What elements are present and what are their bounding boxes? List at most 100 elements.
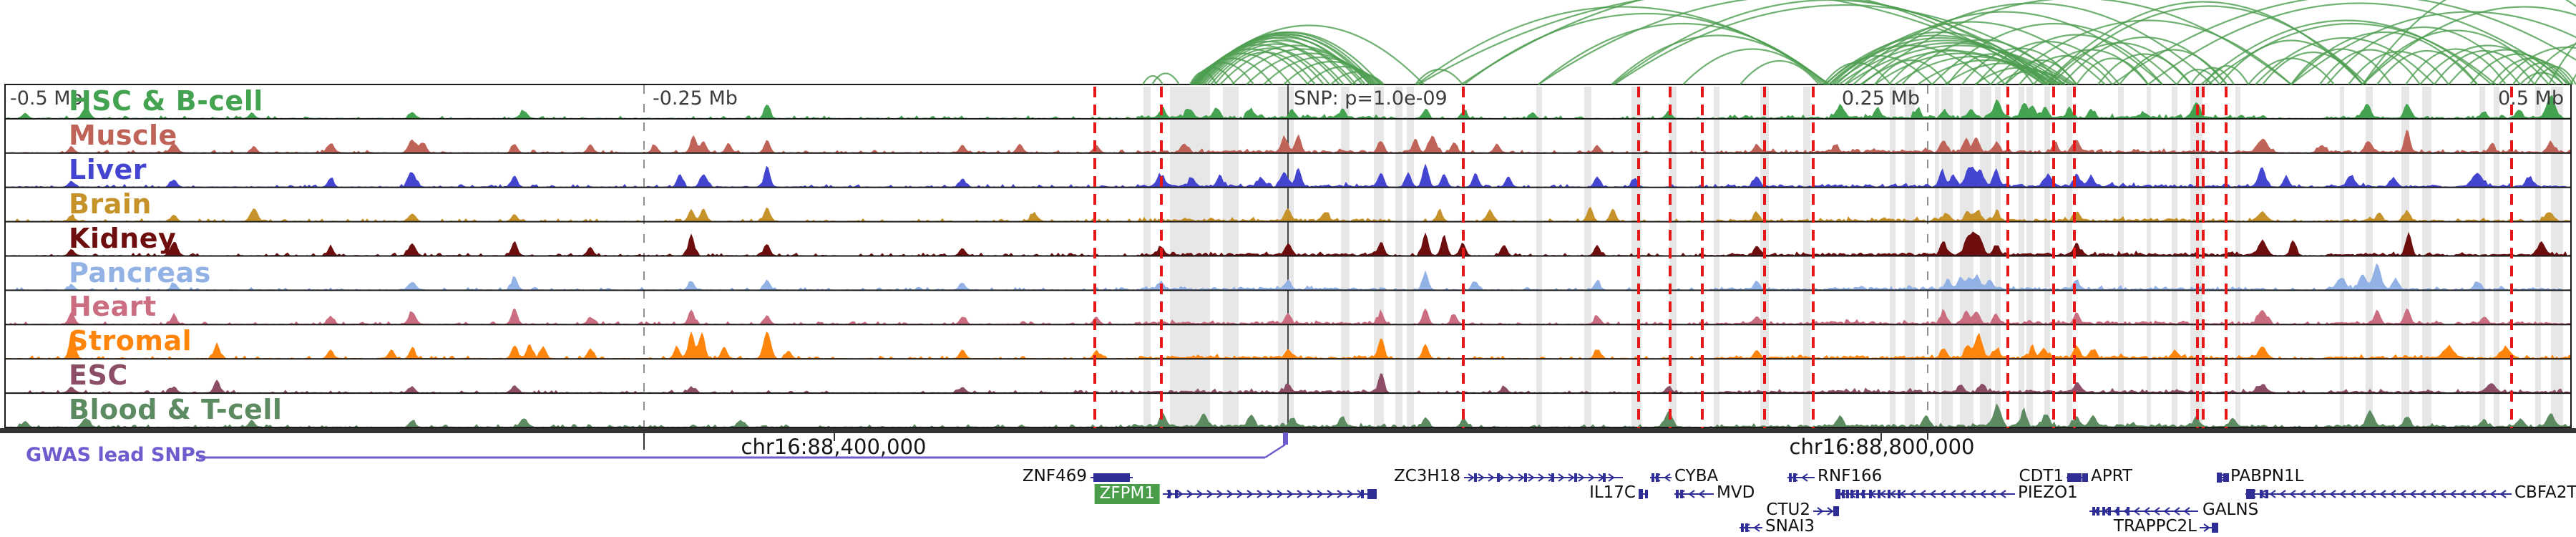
gene-galns-exon xyxy=(2117,507,2119,516)
gene-galns-exon xyxy=(2097,507,2099,516)
interaction-arc xyxy=(2255,37,2435,85)
gene-mvd-strand-arrow xyxy=(1698,490,1705,498)
gene-galns-strand-arrow xyxy=(2163,507,2170,516)
gene-zc3h18-strand-arrow xyxy=(1488,473,1495,482)
interaction-arc xyxy=(2498,46,2576,85)
gene-zfpm1-strand-arrow xyxy=(1307,490,1314,498)
gene-piezo1-strand-arrow xyxy=(1999,490,2006,498)
gene-zc3h18-strand-arrow xyxy=(1568,473,1575,482)
plot-border-right xyxy=(2570,84,2572,428)
highlight-band xyxy=(1143,87,1151,428)
gene-cbfa2t3-strand-arrow xyxy=(2309,490,2316,498)
gene-cbfa2t3-strand-arrow xyxy=(2279,490,2286,498)
interaction-arc xyxy=(2362,29,2550,85)
axis-tick-label-plus-0-25mb: 0.25 Mb xyxy=(1841,87,1920,110)
gene-cbfa2t3-strand-arrow xyxy=(2429,490,2436,498)
gene-cbfa2t3-exon xyxy=(2265,490,2268,498)
gene-pabpn1l-exon-box xyxy=(2217,473,2222,483)
gene-galns-strand-arrow xyxy=(2183,507,2190,516)
interaction-arc xyxy=(1142,74,1163,85)
gene-zfpm1-strand-arrow xyxy=(1337,490,1344,498)
track-label-hsc-b-cell: HSC & B-cell xyxy=(69,85,263,117)
interaction-arc xyxy=(2262,52,2363,85)
gene-cbfa2t3-strand-arrow xyxy=(2289,490,2296,498)
gene-piezo1-strand-arrow xyxy=(1969,490,1976,498)
track-row-border xyxy=(4,221,2572,223)
interaction-arc xyxy=(1894,55,2053,85)
highlight-band xyxy=(2366,87,2373,428)
gene-label-piezo1: PIEZO1 xyxy=(2018,483,2078,502)
gene-trappc2l-strand-arrow xyxy=(2203,523,2210,532)
snp-pvalue-label: SNP: p=1.0e-09 xyxy=(1294,87,1448,110)
gene-cbfa2t3-strand-arrow xyxy=(2339,490,2346,498)
gene-il17c-exon xyxy=(1645,490,1648,498)
gene-aprt-exon xyxy=(2085,473,2088,482)
interaction-arc xyxy=(1204,39,1357,85)
signal-track-liver xyxy=(4,163,2572,188)
gene-cbfa2t3-strand-arrow xyxy=(2439,490,2446,498)
track-label-pancreas: Pancreas xyxy=(69,256,211,289)
gene-rnf166-line xyxy=(1787,477,1815,478)
gene-piezo1-line xyxy=(1835,493,2015,495)
highlight-band xyxy=(1935,87,1939,428)
gene-galns-strand-arrow xyxy=(2143,507,2150,516)
interaction-arc xyxy=(1845,44,2073,85)
gene-piezo1-exon xyxy=(1846,490,1849,498)
gene-zfpm1-strand-arrow xyxy=(1327,490,1334,498)
gene-zc3h18-strand-arrow xyxy=(1478,473,1485,482)
gene-galns-strand-arrow xyxy=(2133,507,2140,516)
interaction-arc xyxy=(2112,0,2576,85)
interaction-arc xyxy=(1460,0,2046,85)
gene-zc3h18-strand-arrow xyxy=(1538,473,1545,482)
interaction-arc xyxy=(2207,23,2497,85)
interaction-arc xyxy=(1740,60,1820,85)
highlight-band xyxy=(1890,87,1896,428)
gene-zfpm1-strand-arrow xyxy=(1347,490,1354,498)
gene-label-aprt: APRT xyxy=(2091,467,2132,485)
interaction-arc xyxy=(2097,53,2192,85)
gene-cbfa2t3-strand-arrow xyxy=(2489,490,2497,498)
gene-zfpm1-strand-arrow xyxy=(1257,490,1264,498)
gene-piezo1-strand-arrow xyxy=(1929,490,1936,498)
highlight-band xyxy=(2235,87,2240,428)
gene-label-trappc2l: TRAPPC2L xyxy=(2113,517,2197,536)
gene-snai3-exon xyxy=(1745,523,1748,532)
gene-zfpm1-strand-arrow xyxy=(1196,490,1204,498)
gene-zc3h18-exon xyxy=(1574,473,1577,482)
gene-cbfa2t3-strand-arrow xyxy=(2369,490,2376,498)
signal-track-pancreas xyxy=(4,263,2572,290)
gene-cbfa2t3-strand-arrow xyxy=(2269,490,2276,498)
highlight-band xyxy=(2067,87,2072,428)
gene-zfpm1-exon xyxy=(1168,490,1171,498)
gene-cbfa2t3-strand-arrow xyxy=(2299,490,2306,498)
interaction-arc xyxy=(1861,0,2292,85)
interaction-arc xyxy=(2319,49,2421,85)
gene-mvd-exon xyxy=(1680,490,1683,498)
interaction-arc xyxy=(1330,71,1383,85)
gene-zfpm1-exon xyxy=(1361,490,1364,498)
gene-piezo1-strand-arrow xyxy=(1909,490,1916,498)
track-row-border xyxy=(4,117,2572,120)
gene-piezo1-strand-arrow xyxy=(1939,490,1946,498)
highlight-band xyxy=(1341,87,1350,428)
gene-zfpm1-strand-arrow xyxy=(1277,490,1284,498)
interaction-arc xyxy=(1947,53,2034,85)
gene-zfpm1-strand-arrow xyxy=(1317,490,1324,498)
track-label-brain: Brain xyxy=(69,188,152,220)
gene-mvd-line xyxy=(1674,493,1714,495)
signal-track-muscle xyxy=(4,130,2572,153)
gene-cbfa2t3-strand-arrow xyxy=(2329,490,2336,498)
track-label-heart: Heart xyxy=(69,291,157,323)
gene-cdt1-exon xyxy=(2079,473,2082,482)
interaction-arc xyxy=(2044,1,2363,85)
gene-label-galns: GALNS xyxy=(2202,500,2259,519)
gene-rnf166-strand-arrow xyxy=(1801,473,1808,482)
gene-galns-exon xyxy=(2108,507,2111,516)
gene-label-ctu2: CTU2 xyxy=(1766,500,1810,519)
gene-galns-exon xyxy=(2092,507,2095,516)
gene-label-pabpn1l: PABPN1L xyxy=(2230,467,2304,485)
gene-zc3h18-exon xyxy=(1551,473,1554,482)
track-row-border xyxy=(4,289,2572,291)
gene-zc3h18-strand-arrow xyxy=(1468,473,1475,482)
